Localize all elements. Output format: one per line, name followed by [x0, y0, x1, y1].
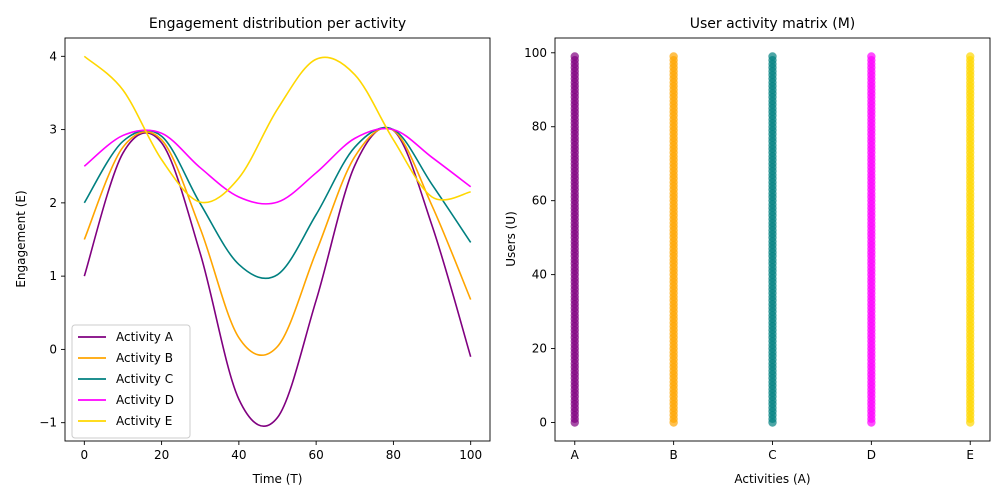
y-tick-label: 2: [49, 196, 57, 210]
x-tick-label: 80: [386, 448, 401, 462]
engagement-line-chart: Engagement distribution per activity 0 20…: [14, 16, 491, 486]
y-tick-label: 0: [539, 416, 547, 430]
x-tick-label: 100: [459, 448, 482, 462]
y-tick-label: 3: [49, 123, 57, 137]
legend-box: [71, 324, 191, 439]
scatter-series-B: [669, 52, 678, 427]
scatter-point: [570, 52, 579, 61]
series-line-4: [83, 127, 472, 205]
line-chart-legend: Activity A Activity B Activity C Activity D…: [71, 324, 191, 439]
legend-label: Activity D: [116, 393, 174, 407]
legend-label: Activity E: [116, 414, 172, 428]
series-line-5: [83, 55, 471, 204]
y-tick-label: 100: [524, 46, 547, 60]
scatter-chart-plot-area: [570, 52, 975, 427]
x-tick-label: C: [768, 448, 776, 462]
scatter-chart-y-axis-label: Users (U): [504, 211, 518, 267]
legend-label: Activity B: [116, 351, 173, 365]
x-tick-label: 40: [231, 448, 246, 462]
y-tick-label: 60: [532, 194, 547, 208]
legend-label: Activity C: [116, 372, 173, 386]
y-tick-label: 80: [532, 120, 547, 134]
scatter-series-D: [867, 52, 876, 427]
y-tick-label: 20: [532, 342, 547, 356]
scatter-series-C: [768, 52, 777, 427]
scatter-point: [966, 52, 975, 61]
x-tick-label: D: [867, 448, 876, 462]
series-line-1: [83, 126, 472, 428]
scatter-chart-x-axis-label: Activities (A): [734, 472, 810, 486]
line-chart-frame: [64, 37, 491, 442]
y-tick-label: −1: [39, 416, 57, 430]
scatter-chart-title: User activity matrix (M): [690, 16, 856, 32]
line-chart-axes: 0 20 40 60 80 100 −1 0 1 2 3 4: [39, 37, 491, 462]
y-tick-label: 4: [49, 49, 57, 63]
scatter-point: [669, 52, 678, 61]
scatter-series-E: [966, 52, 975, 427]
scatter-point: [768, 52, 777, 61]
scatter-point: [867, 52, 876, 61]
y-tick-label: 40: [532, 268, 547, 282]
legend-label: Activity A: [116, 330, 174, 344]
x-tick-label: 20: [154, 448, 169, 462]
y-tick-label: 1: [49, 269, 57, 283]
x-tick-label: E: [966, 448, 974, 462]
user-activity-scatter-chart: User activity matrix (M) A B C D E 0 20 40 60 80 1…: [504, 16, 991, 486]
series-line-2: [83, 127, 472, 356]
x-tick-label: 0: [80, 448, 88, 462]
x-tick-label: A: [571, 448, 580, 462]
x-tick-label: B: [670, 448, 678, 462]
line-chart-title: Engagement distribution per activity: [149, 16, 406, 32]
line-chart-x-axis-label: Time (T): [252, 472, 303, 486]
x-tick-label: 60: [308, 448, 323, 462]
scatter-chart-axes: A B C D E 0 20 40 60 80 100: [524, 37, 991, 462]
y-tick-label: 0: [49, 342, 57, 356]
line-chart-plot-area: [83, 55, 472, 428]
line-chart-y-axis-label: Engagement (E): [14, 190, 28, 287]
scatter-series-A: [570, 52, 579, 427]
